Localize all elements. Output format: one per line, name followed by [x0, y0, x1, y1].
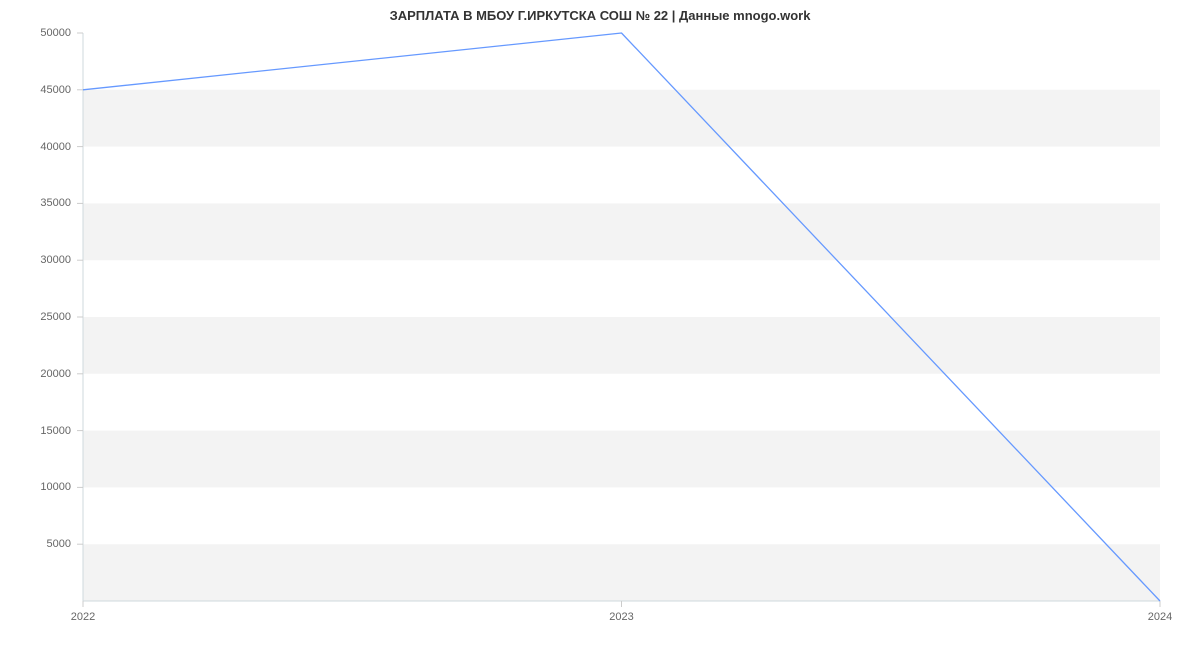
y-tick-label: 30000: [0, 254, 71, 266]
y-tick-label: 10000: [0, 481, 71, 493]
y-tick-label: 20000: [0, 368, 71, 380]
chart-container: ЗАРПЛАТА В МБОУ Г.ИРКУТСКА СОШ № 22 | Да…: [0, 0, 1200, 650]
chart-title: ЗАРПЛАТА В МБОУ Г.ИРКУТСКА СОШ № 22 | Да…: [0, 8, 1200, 23]
plot-area: [83, 33, 1160, 601]
y-tick-label: 50000: [0, 27, 71, 39]
y-tick-label: 25000: [0, 311, 71, 323]
y-tick-label: 35000: [0, 197, 71, 209]
x-tick-label: 2024: [1148, 611, 1172, 623]
y-tick-label: 15000: [0, 425, 71, 437]
x-tick-label: 2022: [71, 611, 95, 623]
y-tick-label: 45000: [0, 84, 71, 96]
x-tick-label: 2023: [609, 611, 633, 623]
y-tick-label: 40000: [0, 141, 71, 153]
y-tick-label: 5000: [0, 538, 71, 550]
